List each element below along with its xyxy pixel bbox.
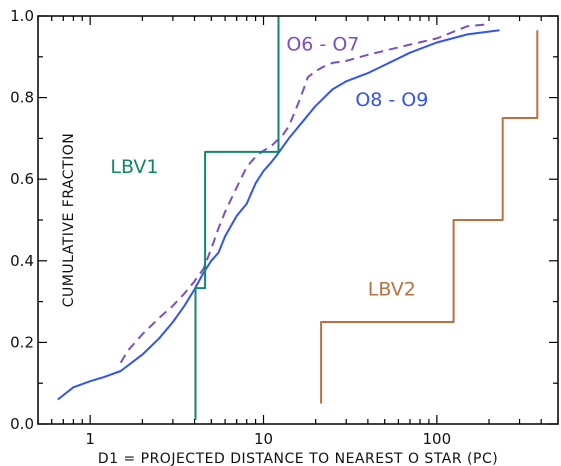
y-tick-label: 0.6 — [10, 170, 34, 188]
y-tick-label: 0.4 — [10, 252, 34, 270]
labels-layer: 1 10 100 0.0 0.2 0.4 0.6 0.8 1.0 O6 - O7 O8 - O9 LB… — [10, 7, 451, 448]
series-layer — [57, 16, 539, 420]
series-label: O6 - O7 — [286, 34, 359, 56]
y-axis-title: CUMULATIVE FRACTION — [61, 133, 77, 308]
series-label: LBV2 — [368, 278, 416, 300]
y-tick-label: 0.8 — [10, 89, 34, 107]
series-label: LBV1 — [110, 156, 158, 178]
series-line-lbv2 — [320, 30, 539, 404]
x-tick-label: 1 — [85, 430, 95, 448]
y-tick-label: 0.2 — [10, 333, 34, 351]
series-line-lbv1 — [194, 16, 280, 420]
y-tick-label: 1.0 — [10, 7, 34, 25]
x-tick-label: 100 — [423, 430, 452, 448]
series-line-o6-o7 — [119, 23, 490, 364]
ticks-layer — [37, 15, 559, 425]
y-tick-label: 0.0 — [10, 415, 34, 433]
series-label: O8 - O9 — [355, 89, 428, 111]
x-axis-title: D1 = PROJECTED DISTANCE TO NEAREST O STA… — [98, 451, 498, 466]
x-tick-label: 10 — [254, 430, 273, 448]
series-line-o8-o9 — [57, 29, 500, 401]
